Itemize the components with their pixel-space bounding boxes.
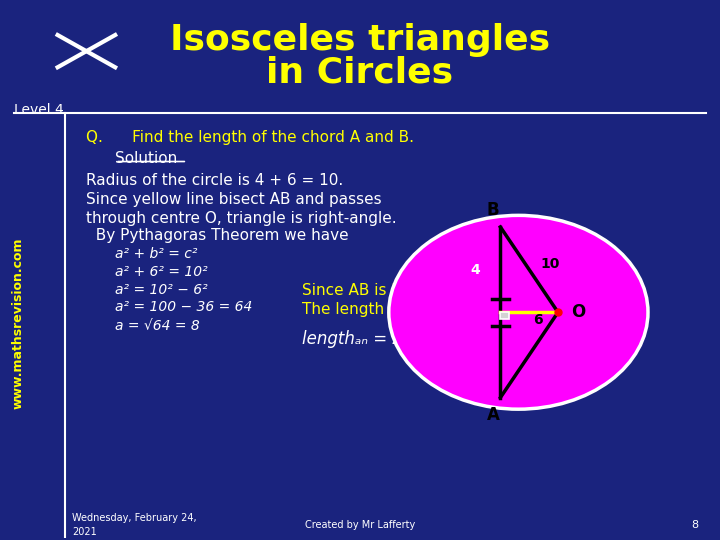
Text: lengthₐₙ = 2×8 = 16: lengthₐₙ = 2×8 = 16 bbox=[302, 330, 474, 348]
Text: Since yellow line bisect AB and passes: Since yellow line bisect AB and passes bbox=[86, 192, 382, 207]
Text: B: B bbox=[487, 201, 500, 219]
Text: Created by Mr Lafferty: Created by Mr Lafferty bbox=[305, 520, 415, 530]
Text: through centre O, triangle is right-angle.: through centre O, triangle is right-angl… bbox=[86, 211, 397, 226]
Circle shape bbox=[389, 215, 648, 409]
Text: a² = 100 − 36 = 64: a² = 100 − 36 = 64 bbox=[115, 300, 253, 314]
Text: 6: 6 bbox=[533, 313, 542, 327]
Text: Wednesday, February 24,
2021: Wednesday, February 24, 2021 bbox=[72, 513, 197, 537]
Text: Since AB is bisected: Since AB is bisected bbox=[302, 284, 457, 298]
Text: O: O bbox=[571, 303, 585, 321]
Bar bbox=[500, 312, 509, 319]
Text: Solution: Solution bbox=[115, 151, 177, 166]
Text: A: A bbox=[487, 406, 500, 423]
Text: Radius of the circle is 4 + 6 = 10.: Radius of the circle is 4 + 6 = 10. bbox=[86, 173, 343, 188]
Text: By Pythagoras Theorem we have: By Pythagoras Theorem we have bbox=[86, 228, 349, 244]
Text: a = √64 = 8: a = √64 = 8 bbox=[115, 319, 200, 333]
Text: www.mathsrevision.com: www.mathsrevision.com bbox=[12, 237, 24, 409]
Text: Q.      Find the length of the chord A and B.: Q. Find the length of the chord A and B. bbox=[86, 130, 415, 145]
Text: 8: 8 bbox=[691, 520, 698, 530]
Text: a² = 10² − 6²: a² = 10² − 6² bbox=[115, 282, 208, 296]
Text: Isosceles triangles: Isosceles triangles bbox=[170, 23, 550, 57]
Text: The length of AB is: The length of AB is bbox=[302, 302, 447, 317]
Text: in Circles: in Circles bbox=[266, 56, 454, 90]
Text: a² + 6² = 10²: a² + 6² = 10² bbox=[115, 265, 208, 279]
Text: 4: 4 bbox=[470, 262, 480, 276]
Text: Level 4: Level 4 bbox=[14, 103, 64, 117]
Text: 10: 10 bbox=[540, 257, 559, 271]
Text: a² + b² = c²: a² + b² = c² bbox=[115, 247, 198, 261]
